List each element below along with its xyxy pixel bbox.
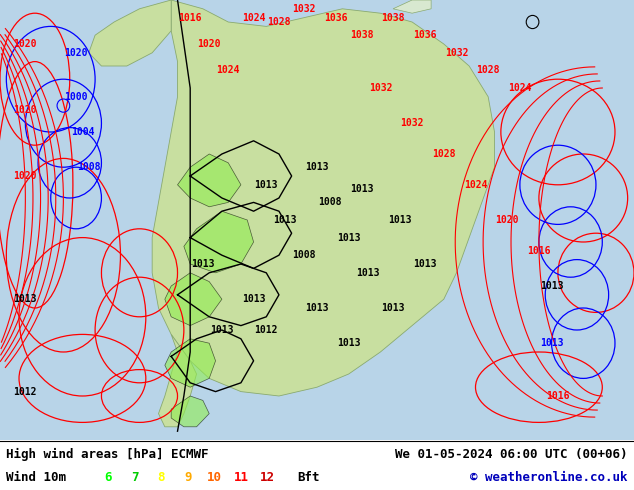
Text: 1016: 1016 xyxy=(527,246,551,256)
Polygon shape xyxy=(178,154,241,207)
Text: 1012: 1012 xyxy=(13,387,37,396)
Text: 12: 12 xyxy=(260,471,275,484)
Text: Bft: Bft xyxy=(297,471,320,484)
Text: 1013: 1013 xyxy=(254,180,278,190)
Polygon shape xyxy=(165,339,216,387)
Text: 1024: 1024 xyxy=(508,83,532,93)
Text: 1020: 1020 xyxy=(495,215,519,225)
Text: 1013: 1013 xyxy=(210,325,234,335)
Text: 1028: 1028 xyxy=(267,17,291,27)
Polygon shape xyxy=(0,0,634,440)
Text: 1020: 1020 xyxy=(13,171,37,181)
Text: © weatheronline.co.uk: © weatheronline.co.uk xyxy=(470,471,628,484)
Text: 1008: 1008 xyxy=(318,197,342,207)
Text: 1024: 1024 xyxy=(242,13,266,23)
Text: 1008: 1008 xyxy=(77,162,101,172)
Text: 1013: 1013 xyxy=(540,281,564,291)
Text: 1024: 1024 xyxy=(216,65,240,75)
Text: Wind 10m: Wind 10m xyxy=(6,471,67,484)
Text: 1020: 1020 xyxy=(13,105,37,115)
Text: 1028: 1028 xyxy=(476,65,500,75)
Text: 1013: 1013 xyxy=(305,162,329,172)
Text: 11: 11 xyxy=(233,471,249,484)
Polygon shape xyxy=(152,0,495,396)
Polygon shape xyxy=(184,211,254,273)
Text: 1013: 1013 xyxy=(381,303,405,313)
Text: 1038: 1038 xyxy=(381,13,405,23)
Text: 1008: 1008 xyxy=(292,250,316,260)
Text: 7: 7 xyxy=(131,471,138,484)
Text: 1013: 1013 xyxy=(356,268,380,278)
Text: 1016: 1016 xyxy=(178,13,202,23)
Text: 1013: 1013 xyxy=(540,338,564,348)
Polygon shape xyxy=(89,0,171,66)
Text: 1013: 1013 xyxy=(305,303,329,313)
Text: 1036: 1036 xyxy=(324,13,348,23)
Text: 1032: 1032 xyxy=(444,48,469,58)
Text: 8: 8 xyxy=(157,471,165,484)
Text: 1013: 1013 xyxy=(337,233,361,243)
Text: 10: 10 xyxy=(207,471,222,484)
Polygon shape xyxy=(393,0,431,13)
Text: 1028: 1028 xyxy=(432,149,456,159)
Text: 1012: 1012 xyxy=(254,325,278,335)
Polygon shape xyxy=(158,334,197,427)
Text: 1004: 1004 xyxy=(70,127,94,137)
Polygon shape xyxy=(165,273,222,325)
Text: 1020: 1020 xyxy=(64,48,88,58)
Text: 1038: 1038 xyxy=(349,30,373,40)
Text: 1032: 1032 xyxy=(400,118,424,128)
Text: High wind areas [hPa] ECMWF: High wind areas [hPa] ECMWF xyxy=(6,447,209,461)
Text: 1013: 1013 xyxy=(349,184,373,194)
Polygon shape xyxy=(171,396,209,427)
Text: 1024: 1024 xyxy=(463,180,488,190)
Text: 1013: 1013 xyxy=(191,259,215,269)
Text: 1013: 1013 xyxy=(387,215,411,225)
Text: 1013: 1013 xyxy=(413,259,437,269)
Text: We 01-05-2024 06:00 UTC (00+06): We 01-05-2024 06:00 UTC (00+06) xyxy=(395,447,628,461)
Text: 6: 6 xyxy=(104,471,112,484)
Text: 1020: 1020 xyxy=(13,39,37,49)
Text: 1032: 1032 xyxy=(292,4,316,14)
Text: 1036: 1036 xyxy=(413,30,437,40)
Text: 1032: 1032 xyxy=(368,83,392,93)
Text: 9: 9 xyxy=(184,471,191,484)
Text: 1013: 1013 xyxy=(242,294,266,304)
Text: 1016: 1016 xyxy=(546,391,570,401)
Text: 1020: 1020 xyxy=(197,39,221,49)
Text: 1013: 1013 xyxy=(273,215,297,225)
Text: 1013: 1013 xyxy=(13,294,37,304)
Text: 1013: 1013 xyxy=(337,338,361,348)
Text: 1000: 1000 xyxy=(64,92,88,102)
